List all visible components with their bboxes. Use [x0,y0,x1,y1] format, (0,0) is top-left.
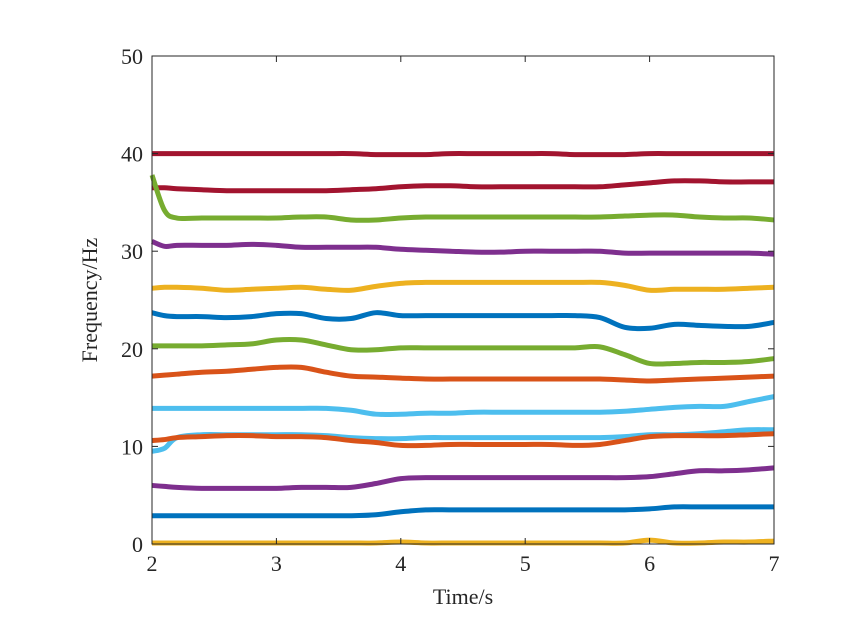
y-tick-label: 0 [132,532,143,557]
plot-frame [151,55,775,545]
series-line-mode-6 [151,310,775,332]
y-tick-label: 20 [121,337,143,362]
x-tick-label: 7 [769,551,780,576]
series-line-mode-9 [151,394,775,418]
x-tick-label: 3 [271,551,282,576]
x-axis-title: Time/s [433,584,493,609]
y-tick-label: 10 [121,434,143,459]
x-tick-label: 4 [395,551,406,576]
y-tick-label: 40 [121,142,143,167]
series-line-mode-1 [152,151,774,158]
plot-background [152,56,774,544]
x-tick-label: 2 [147,551,158,576]
series-line-mode-12 [151,465,775,491]
series-line-mode-13 [151,504,774,519]
x-tick-label: 6 [644,551,655,576]
y-axis-title: Frequency/Hz [77,237,102,362]
y-tick-label: 30 [121,239,143,264]
series-line-mode-4 [151,239,775,257]
series-line-mode-5 [151,279,775,293]
series-line-mode-7 [152,336,775,367]
series-line-mode-14 [151,537,775,546]
x-tick-label: 5 [520,551,531,576]
tick-layer: 2 3 4 5 6 7 0 10 20 30 40 50 [121,44,780,576]
series-line-mode-11 [151,431,775,449]
series-layer [149,151,775,546]
series-line-mode-3 [149,174,775,223]
series-line-mode-2 [151,178,774,194]
y-tick-label: 50 [121,44,143,69]
series-line-mode-8 [151,364,775,384]
